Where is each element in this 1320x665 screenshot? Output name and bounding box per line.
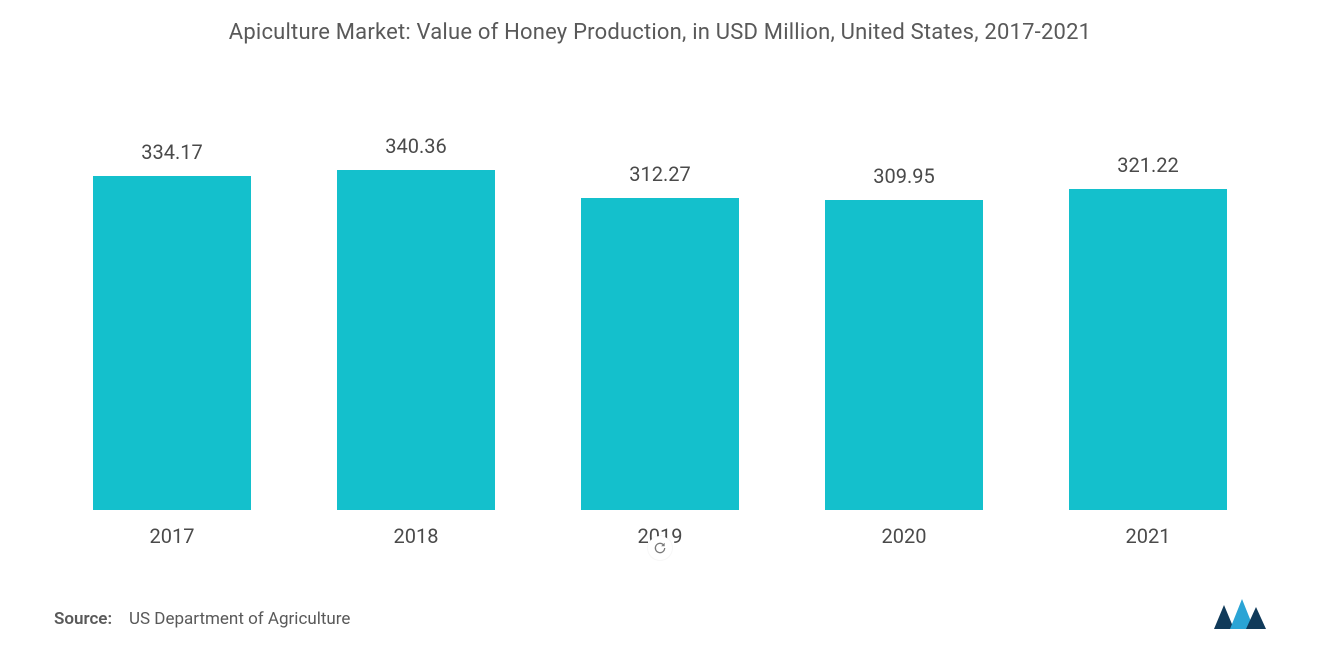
bar-group: 312.27 2019 — [550, 162, 770, 548]
bar-value-label: 340.36 — [385, 134, 446, 158]
bar-2019 — [581, 198, 739, 510]
chart-container: Apiculture Market: Value of Honey Produc… — [0, 0, 1320, 665]
chart-footer: Source: US Department of Agriculture — [50, 599, 1270, 635]
bar-group: 321.22 2021 — [1038, 153, 1258, 548]
plot-area: 334.17 2017 340.36 2018 312.27 2019 309.… — [50, 53, 1270, 549]
bar-group: 334.17 2017 — [62, 140, 282, 548]
mordor-logo-icon — [1214, 599, 1266, 629]
source-text: US Department of Agriculture — [129, 609, 350, 629]
source-line: Source: US Department of Agriculture — [54, 609, 350, 629]
bar-2018 — [337, 170, 495, 510]
bar-2021 — [1069, 189, 1227, 510]
x-axis-label: 2021 — [1126, 524, 1171, 548]
refresh-badge[interactable] — [648, 536, 672, 560]
bar-2017 — [93, 176, 251, 510]
bar-value-label: 321.22 — [1117, 153, 1178, 177]
chart-title: Apiculture Market: Value of Honey Produc… — [50, 20, 1270, 45]
x-axis-label: 2018 — [394, 524, 439, 548]
x-axis-label: 2017 — [150, 524, 195, 548]
x-axis-label: 2020 — [882, 524, 927, 548]
bar-group: 309.95 2020 — [794, 164, 1014, 548]
bar-value-label: 334.17 — [141, 140, 202, 164]
bar-value-label: 312.27 — [629, 162, 690, 186]
bar-group: 340.36 2018 — [306, 134, 526, 548]
bar-2020 — [825, 200, 983, 510]
refresh-icon — [653, 541, 667, 555]
source-label: Source: — [54, 609, 112, 629]
bar-value-label: 309.95 — [873, 164, 934, 188]
brand-logo — [1214, 599, 1266, 629]
